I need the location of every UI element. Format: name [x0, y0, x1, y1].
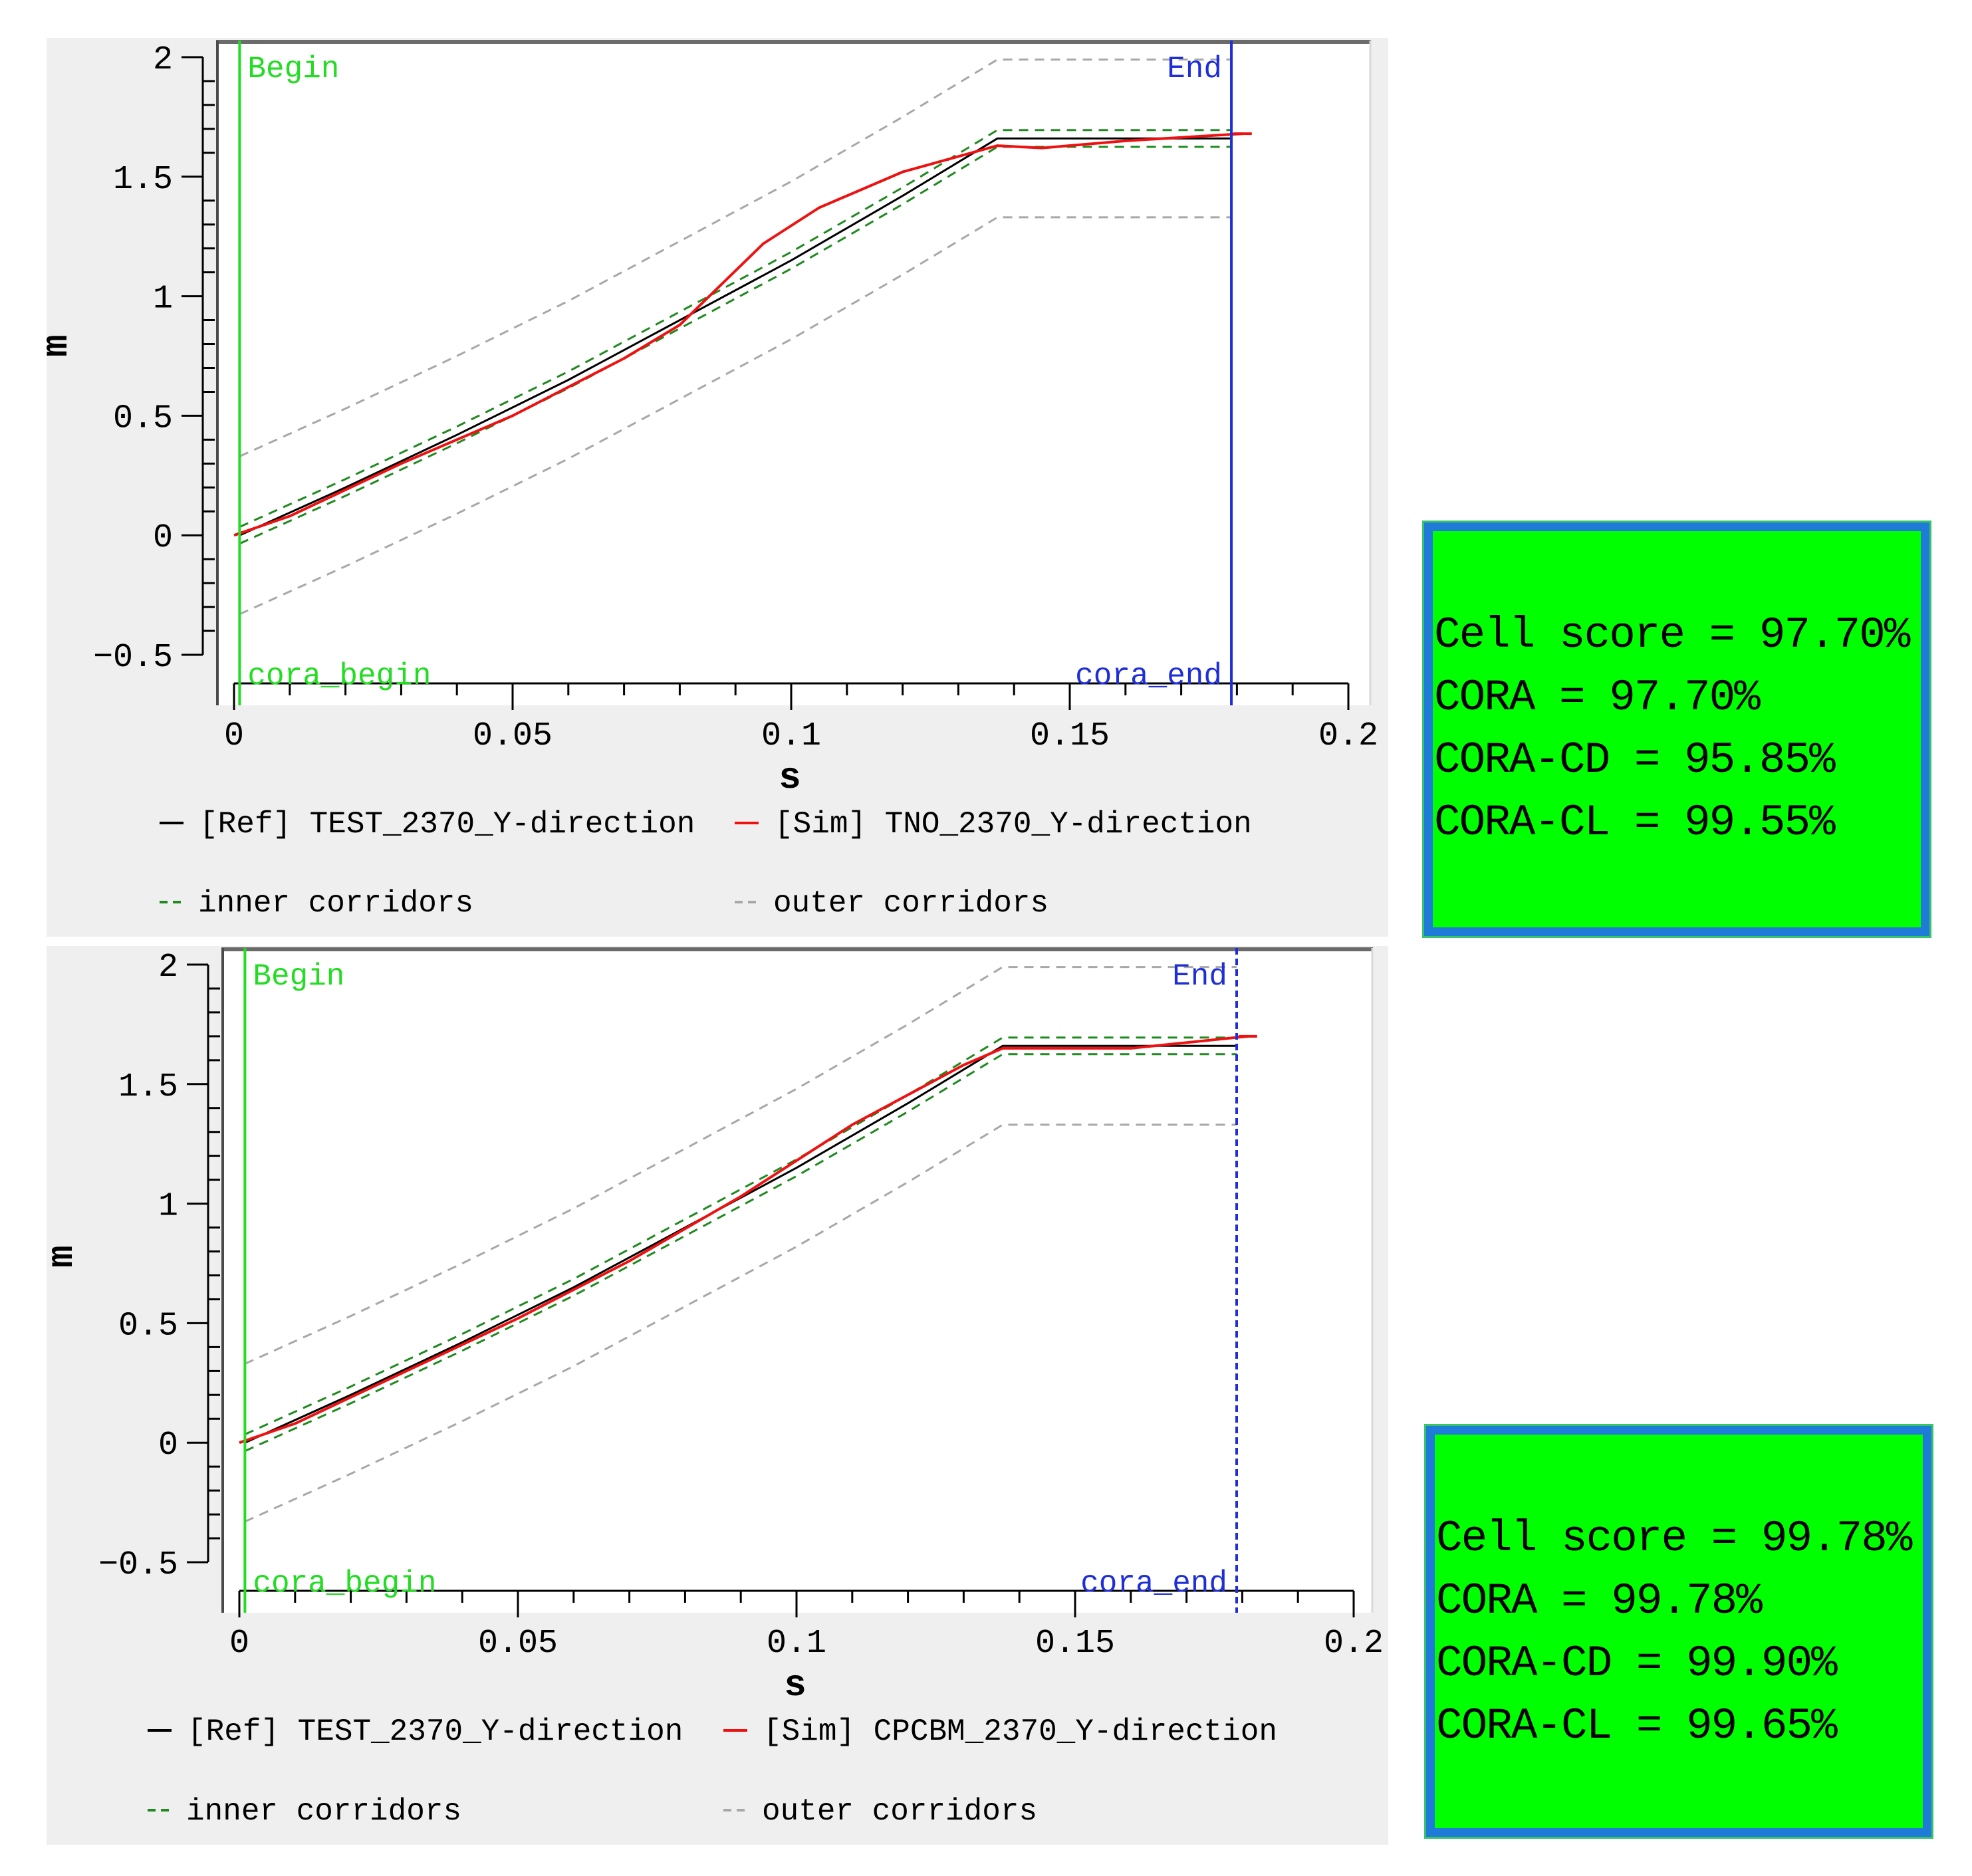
- chart-panel-bottom: 2 1.5 1 0.5 0 −0.5 m 0 0.05 0.1 0.15 0.2 s Begin cora_…: [41, 946, 1388, 1845]
- series-line-outer-lower: [244, 1123, 1237, 1523]
- x-axis-title: s: [779, 757, 801, 799]
- legend-label: outer corridors: [762, 1794, 1037, 1829]
- series-line-inner-upper: [239, 129, 1231, 528]
- end-marker-label: End: [1172, 959, 1227, 994]
- cora-end-label: cora_end: [1075, 659, 1222, 693]
- series-line-outer-lower: [239, 216, 1231, 616]
- series-line-inner-lower: [239, 146, 1231, 545]
- plot-area: [216, 41, 1371, 705]
- x-tick-label: 0: [224, 717, 244, 755]
- legend-label: [Ref] TEST_2370_Y-direction: [187, 1714, 683, 1749]
- cora-begin-label: cora_begin: [247, 659, 431, 693]
- x-tick-label: 0.15: [1035, 1625, 1115, 1663]
- score-box-top: Cell score = 97.70% CORA = 97.70% CORA-C…: [1422, 521, 1931, 938]
- cora-cd-score-text: CORA-CD = 99.90%: [1436, 1639, 1838, 1689]
- x-tick-label: 0.1: [761, 717, 821, 755]
- legend-label: [Sim] TNO_2370_Y-direction: [775, 807, 1252, 842]
- y-tick-label: −0.5: [98, 1546, 178, 1584]
- x-tick-label: 0.05: [473, 717, 553, 755]
- y-tick-label: 2: [153, 41, 173, 79]
- y-axis-title: m: [35, 334, 78, 357]
- series-line-outer-upper: [239, 59, 1231, 457]
- y-tick-label: 2: [158, 949, 178, 987]
- y-tick-label: 1.5: [118, 1068, 178, 1106]
- x-tick-label: 0: [229, 1625, 249, 1663]
- series-line-sim: [239, 1034, 1249, 1445]
- x-tick-label: 0.15: [1030, 717, 1110, 755]
- cora-cl-score-text: CORA-CL = 99.65%: [1436, 1701, 1838, 1751]
- end-marker-label: End: [1167, 52, 1222, 86]
- series-line-inner-upper: [244, 1036, 1237, 1435]
- series-line-sim: [233, 132, 1243, 537]
- y-axis-title: m: [41, 1245, 83, 1268]
- cora-begin-label: cora_begin: [253, 1566, 436, 1601]
- legend-label: inner corridors: [198, 886, 473, 921]
- legend-label: inner corridors: [186, 1794, 461, 1829]
- x-axis-title: s: [784, 1664, 806, 1706]
- y-tick-label: −0.5: [93, 639, 173, 677]
- series-line-outer-upper: [244, 966, 1237, 1365]
- cora-cl-score-text: CORA-CL = 99.55%: [1434, 798, 1836, 848]
- y-tick-label: 1: [153, 281, 173, 318]
- legend-label: [Sim] CPCBM_2370_Y-direction: [763, 1714, 1277, 1749]
- x-tick-label: 0.1: [767, 1625, 826, 1663]
- y-tick-label: 0.5: [113, 400, 173, 437]
- begin-marker-label: Begin: [247, 52, 339, 86]
- cora-end-label: cora_end: [1080, 1566, 1227, 1601]
- legend-label: outer corridors: [773, 886, 1048, 921]
- chart-panel-top: 2 1.5 1 0.5 0 −0.5 m 0 0.05 0.1 0.15 0.2 s Begin cora_…: [35, 38, 1388, 937]
- y-tick-label: 1: [158, 1188, 178, 1226]
- cora-score-text: CORA = 97.70%: [1434, 673, 1761, 723]
- x-tick-label: 0.05: [478, 1625, 558, 1663]
- plot-area: [221, 948, 1373, 1613]
- cora-cd-score-text: CORA-CD = 95.85%: [1434, 735, 1836, 785]
- x-tick-label: 0.2: [1318, 717, 1378, 755]
- legend-label: [Ref] TEST_2370_Y-direction: [199, 807, 695, 842]
- y-tick-label: 0: [158, 1427, 178, 1465]
- begin-marker-label: Begin: [253, 959, 344, 994]
- series-line-ref: [239, 137, 1231, 536]
- cora-score-text: CORA = 99.78%: [1436, 1576, 1763, 1626]
- y-tick-label: 1.5: [113, 161, 173, 199]
- series-line-inner-lower: [244, 1053, 1237, 1453]
- score-box-bottom: Cell score = 99.78% CORA = 99.78% CORA-C…: [1424, 1424, 1933, 1839]
- cell-score-text: Cell score = 97.70%: [1434, 610, 1911, 660]
- y-tick-label: 0.5: [118, 1307, 178, 1345]
- y-tick-label: 0: [153, 519, 173, 557]
- cell-score-text: Cell score = 99.78%: [1436, 1514, 1913, 1564]
- x-tick-label: 0.2: [1324, 1625, 1384, 1663]
